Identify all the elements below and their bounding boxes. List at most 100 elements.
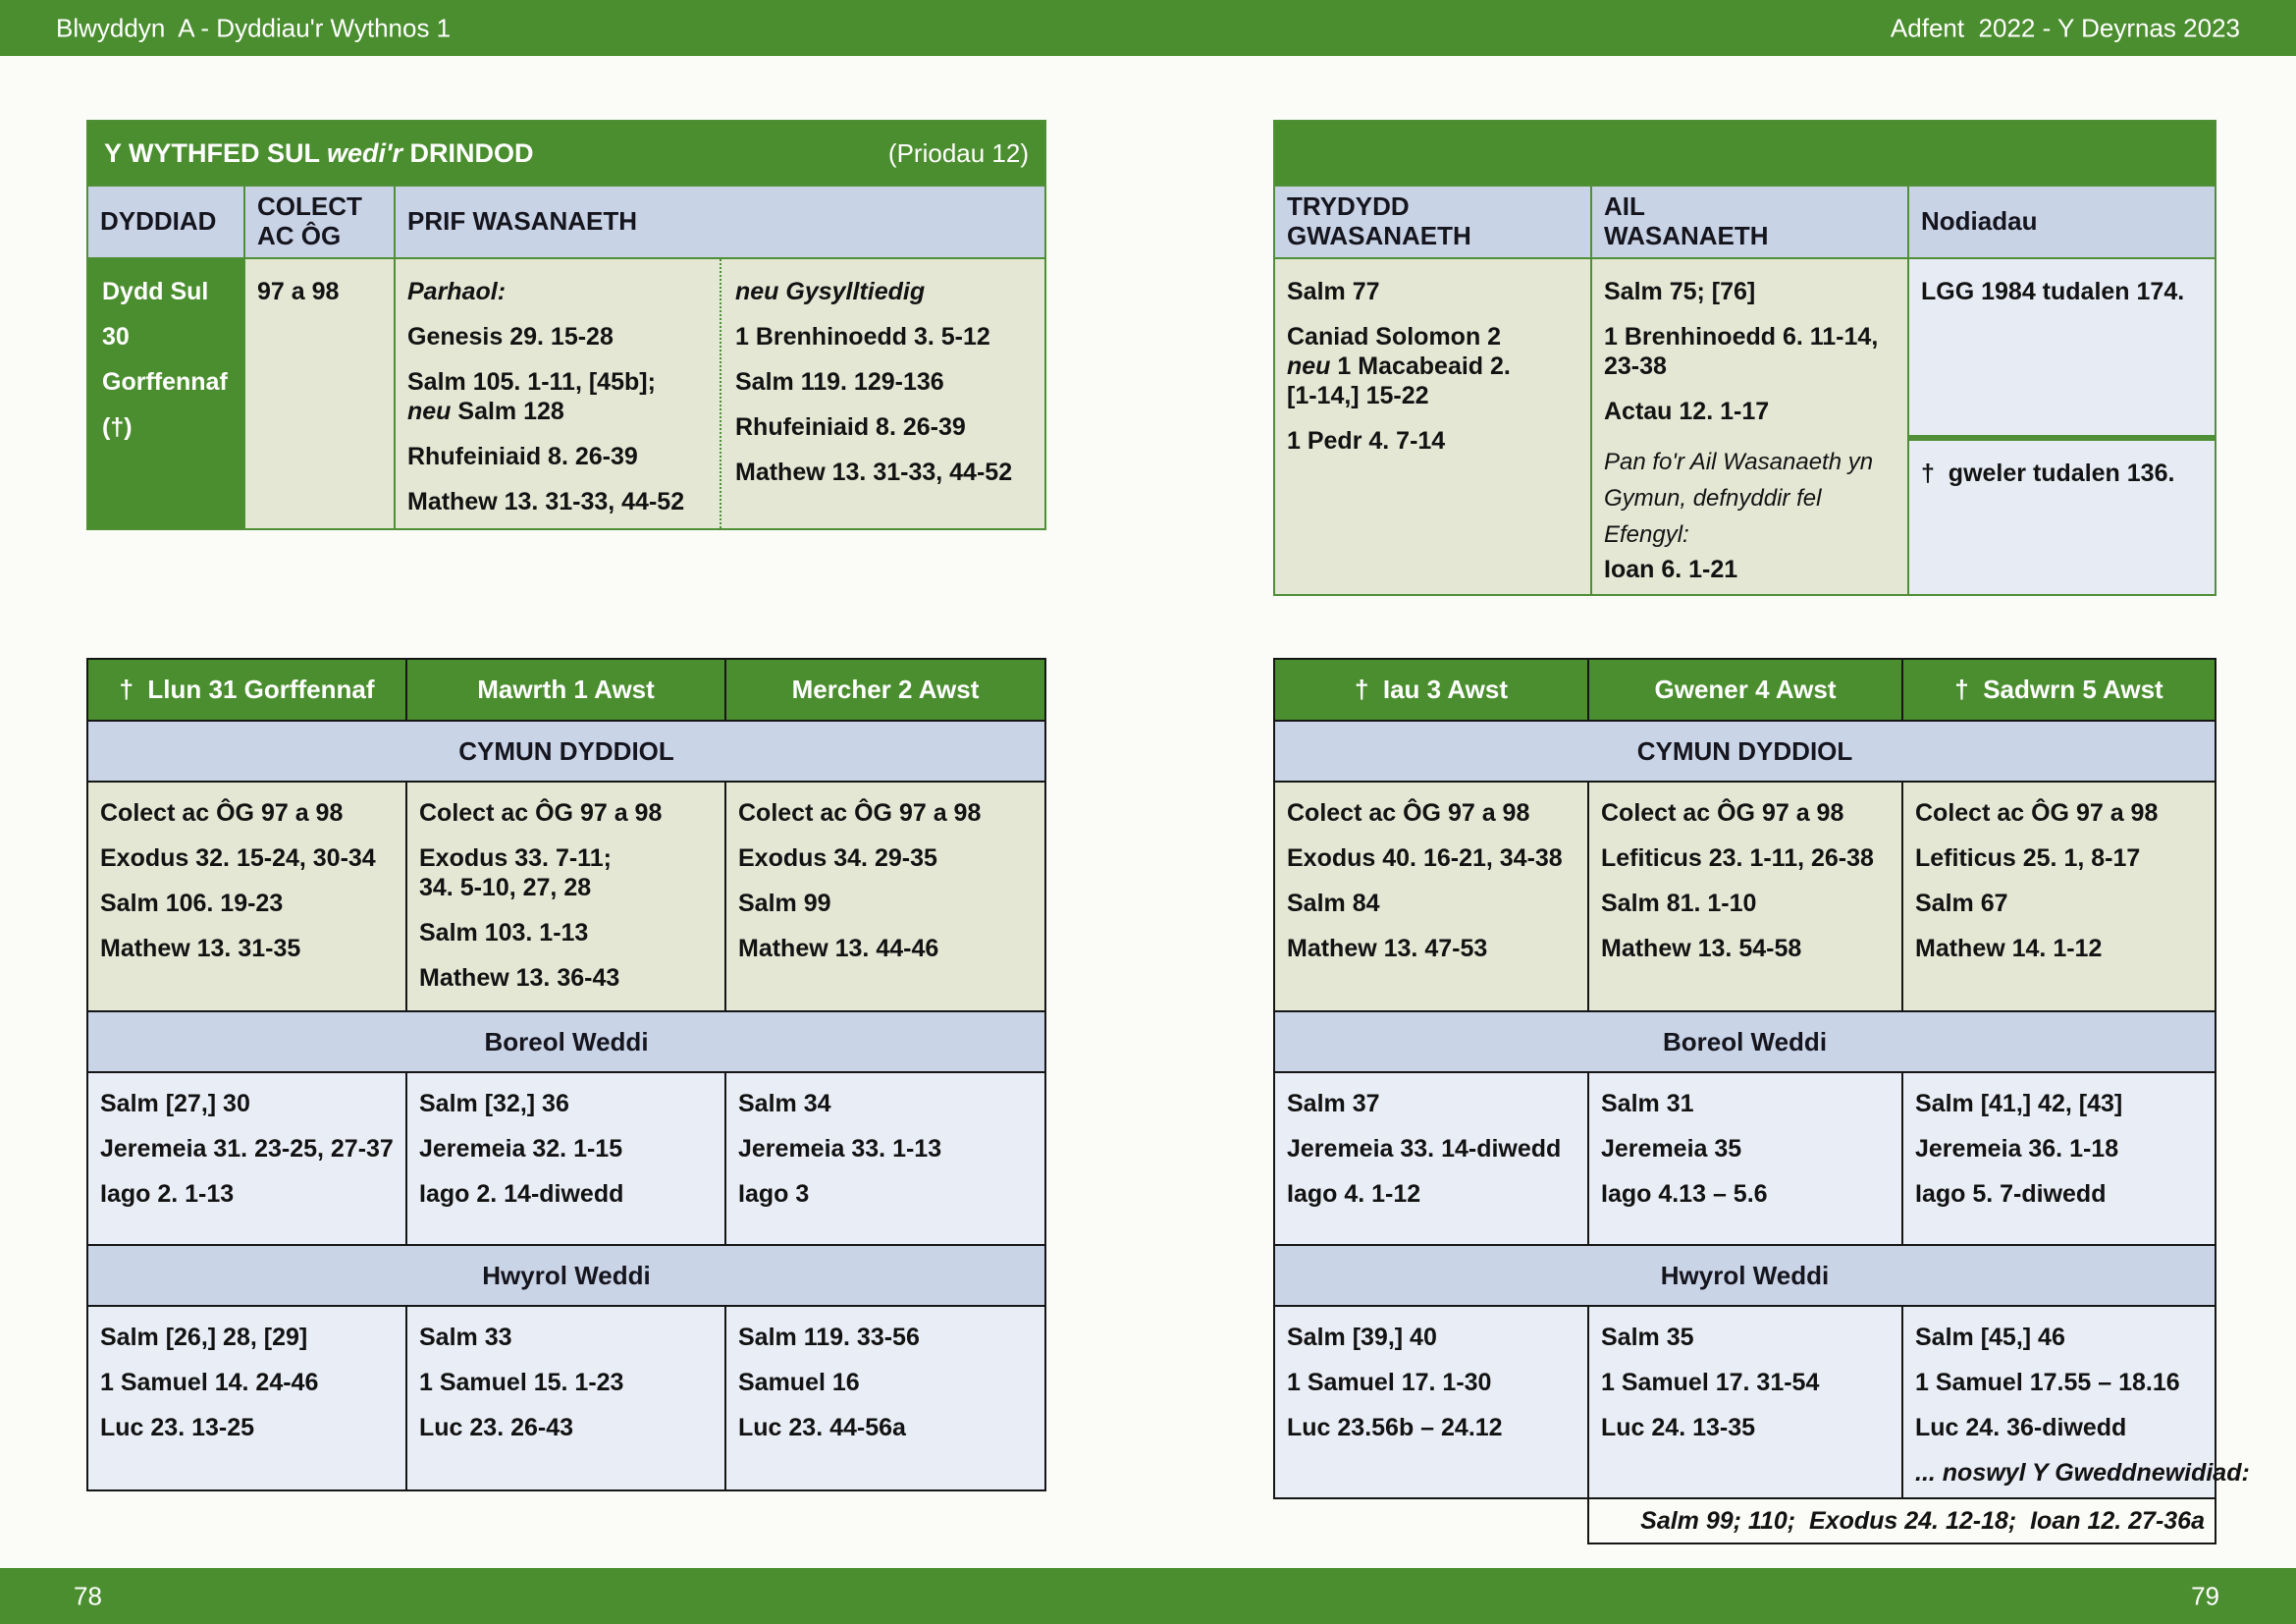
gysylltiedig-readings: neu Gysylltiedig 1 Brenhinoedd 3. 5-12 Sa…: [720, 258, 1044, 528]
reading-cell: Salm 34 Jeremeia 33. 1-13 Iago 3: [724, 1071, 1046, 1246]
reading-line: 1 Samuel 17. 1-30: [1287, 1369, 1492, 1396]
reading-line: 1 Samuel 14. 24-46: [100, 1369, 319, 1396]
reading-line: Lefiticus 25. 1, 8-17: [1915, 844, 2141, 872]
reading-line: Mathew 13. 44-46: [738, 935, 939, 962]
reading-line: Salm 34: [738, 1090, 831, 1117]
top-header-bar: Blwyddyn A - Dyddiau'r Wythnos 1 Adfent …: [0, 0, 2296, 56]
reading-cell: Colect ac ÔG 97 a 98 Exodus 33. 7-11; 34.…: [405, 781, 726, 1012]
reading-line: 1 Brenhinoedd 6. 11-14, 23-38: [1604, 322, 1879, 380]
reading-line: (†): [102, 412, 133, 441]
reading-line: Salm [32,] 36: [419, 1090, 569, 1117]
trydydd-gwasanaeth-cell: Salm 77 Caniad Solomon 2 neu 1 Macabeaid …: [1273, 256, 1592, 597]
reading-line: Jeremeia 31. 23-25, 27-37: [100, 1135, 394, 1163]
reading-line: Colect ac ÔG 97 a 98: [100, 799, 344, 827]
reading-line: Luc 24. 13-35: [1601, 1414, 1756, 1441]
reading-line: Exodus 32. 15-24, 30-34: [100, 844, 376, 872]
prif-wasanaeth-cell: Parhaol: Genesis 29. 15-28 Salm 105. 1-1…: [394, 256, 1046, 530]
reading-line: Salm 67: [1915, 890, 2008, 917]
reading-line: Colect ac ÔG 97 a 98: [1601, 799, 1844, 827]
reading-line: 30: [102, 322, 130, 351]
parhaol-readings: Parhaol: Genesis 29. 15-28 Salm 105. 1-1…: [396, 259, 720, 528]
reading-line: Salm 33: [419, 1324, 512, 1351]
colect-value: 97 a 98: [257, 277, 340, 305]
reading-cell: Colect ac ÔG 97 a 98 Lefiticus 23. 1-11, …: [1587, 781, 1903, 1012]
sunday-readings-table: Y WYTHFED SUL wedi'r DRINDOD (Priodau 12…: [86, 120, 1046, 530]
ail-note: Pan fo'r Ail Wasanaeth yn Gymun, defnydd…: [1604, 448, 1874, 549]
nodiadau-cell-1: LGG 1984 tudalen 174.: [1906, 256, 2217, 441]
page-number-right: 79: [2191, 1581, 2219, 1610]
reading-line: Exodus 40. 16-21, 34-38: [1287, 844, 1563, 872]
band-cymun-dyddiol: CYMUN DYDDIOL: [86, 720, 1046, 783]
reading-line: Actau 12. 1-17: [1604, 397, 1770, 425]
reading-cell: Salm 35 1 Samuel 17. 31-54 Luc 24. 13-35: [1587, 1305, 1903, 1499]
reading-cell: Salm [39,] 40 1 Samuel 17. 1-30 Luc 23.56b…: [1273, 1305, 1589, 1499]
empty-corner-cell: [1274, 1498, 1588, 1543]
reading-cell: Salm [27,] 30 Jeremeia 31. 23-25, 27-37 Ia…: [86, 1071, 407, 1246]
day-header-gwener: Gwener 4 Awst: [1587, 658, 1903, 722]
reading-line: 1 Brenhinoedd 3. 5-12: [735, 322, 990, 351]
ail-wasanaeth-cell: Salm 75; [76] 1 Brenhinoedd 6. 11-14, 23-…: [1590, 256, 1909, 597]
transfiguration-eve-note: ... noswyl Y Gweddnewidiad:: [1915, 1459, 2250, 1487]
reading-line: Colect ac ÔG 97 a 98: [1915, 799, 2159, 827]
reading-line: Rhufeiniaid 8. 26-39: [735, 412, 966, 441]
reading-line: Lefiticus 23. 1-11, 26-38: [1601, 844, 1874, 872]
weekday-table-mon-wed: † Llun 31 Gorffennaf Mawrth 1 Awst Merch…: [86, 658, 1046, 1491]
reading-line: Iago 4. 1-12: [1287, 1180, 1421, 1208]
reading-line: 1 Samuel 17.55 – 18.16: [1915, 1369, 2180, 1396]
bottom-footer-bar: 78 79: [0, 1568, 2296, 1624]
header-season-label: Adfent 2022 - Y Deyrnas 2023: [1890, 13, 2240, 42]
reading-line: Luc 23. 26-43: [419, 1414, 574, 1441]
services-title-band: [1272, 120, 2217, 187]
band-hwyrol-weddi: Hwyrol Weddi: [86, 1244, 1046, 1307]
parhaol-heading: Parhaol:: [407, 277, 507, 305]
band-hwyrol-weddi: Hwyrol Weddi: [1273, 1244, 2216, 1307]
reading-cell: Colect ac ÔG 97 a 98 Exodus 40. 16-21, 34…: [1273, 781, 1589, 1012]
day-header-mercher: Mercher 2 Awst: [724, 658, 1046, 722]
column-header-ail: AIL WASANAETH: [1590, 185, 1909, 259]
reading-cell: Salm 37 Jeremeia 33. 14-diwedd Iago 4. 1-1…: [1273, 1071, 1589, 1246]
reading-line: Jeremeia 35: [1601, 1135, 1742, 1163]
reading-line: Jeremeia 33. 14-diwedd: [1287, 1135, 1562, 1163]
reading: Salm 77: [1287, 277, 1380, 305]
reading-cell: Salm 119. 33-56 Samuel 16 Luc 23. 44-56a: [724, 1305, 1046, 1491]
reading-line: Mathew 13. 31-35: [100, 935, 301, 962]
reading-line: Jeremeia 33. 1-13: [738, 1135, 942, 1163]
header-year-label: Blwyddyn A - Dyddiau'r Wythnos 1: [56, 13, 452, 42]
reading-line: Jeremeia 32. 1-15: [419, 1135, 623, 1163]
reading-line: Luc 24. 36-diwedd: [1915, 1414, 2127, 1441]
day-header-sadwrn: † Sadwrn 5 Awst: [1901, 658, 2216, 722]
reading-line: Salm [45,] 46: [1915, 1324, 2065, 1351]
reading-line: Salm 35: [1601, 1324, 1694, 1351]
note-text: † gweler tudalen 136.: [1921, 459, 2175, 487]
nodiadau-cell-2: † gweler tudalen 136.: [1906, 436, 2217, 597]
sunday-title: Y WYTHFED SUL wedi'r DRINDOD: [104, 137, 534, 168]
reading-line: Luc 23.56b – 24.12: [1287, 1414, 1503, 1441]
reading: Ioan 6. 1-21: [1604, 556, 1738, 584]
reading: Rhufeiniaid 8. 26-39: [407, 442, 638, 470]
reading-cell: Salm 33 1 Samuel 15. 1-23 Luc 23. 26-43: [405, 1305, 726, 1491]
reading-line: Colect ac ÔG 97 a 98: [738, 799, 982, 827]
reading-line: 1 Samuel 17. 31-54: [1601, 1369, 1820, 1396]
reading-line: Salm 75; [76]: [1604, 277, 1756, 305]
reading-line: Iago 2. 14-diwedd: [419, 1180, 624, 1208]
reading-line: Luc 23. 13-25: [100, 1414, 255, 1441]
reading: 1 Pedr 4. 7-14: [1287, 426, 1446, 455]
reading-line: Salm [39,] 40: [1287, 1324, 1437, 1351]
reading-line: Dydd Sul: [102, 277, 209, 305]
reading-line: Salm 119. 129-136: [735, 367, 944, 396]
proper-label: (Priodau 12): [887, 137, 1029, 168]
column-header-nodiadau: Nodiadau: [1906, 185, 2217, 259]
reading-cell: Colect ac ÔG 97 a 98 Exodus 34. 29-35 Salm…: [724, 781, 1046, 1012]
note-text: LGG 1984 tudalen 174.: [1921, 277, 2185, 305]
reading-line: Exodus 33. 7-11; 34. 5-10, 27, 28: [419, 844, 612, 901]
reading-line: Colect ac ÔG 97 a 98: [419, 799, 663, 827]
column-header-trydydd: TRYDYDD GWASANAETH: [1273, 185, 1592, 259]
reading-line: Salm [41,] 42, [43]: [1915, 1090, 2123, 1117]
page-number-left: 78: [74, 1581, 102, 1610]
reading: Salm 105. 1-11, [45b]; neu Salm 128: [407, 367, 656, 425]
sunday-table-title-band: Y WYTHFED SUL wedi'r DRINDOD (Priodau 12…: [86, 120, 1046, 187]
reading-line: Iago 5. 7-diwedd: [1915, 1180, 2107, 1208]
reading-line: Mathew 14. 1-12: [1915, 935, 2103, 962]
reading-line: Salm 99: [738, 890, 831, 917]
reading-line: Luc 23. 44-56a: [738, 1414, 906, 1441]
